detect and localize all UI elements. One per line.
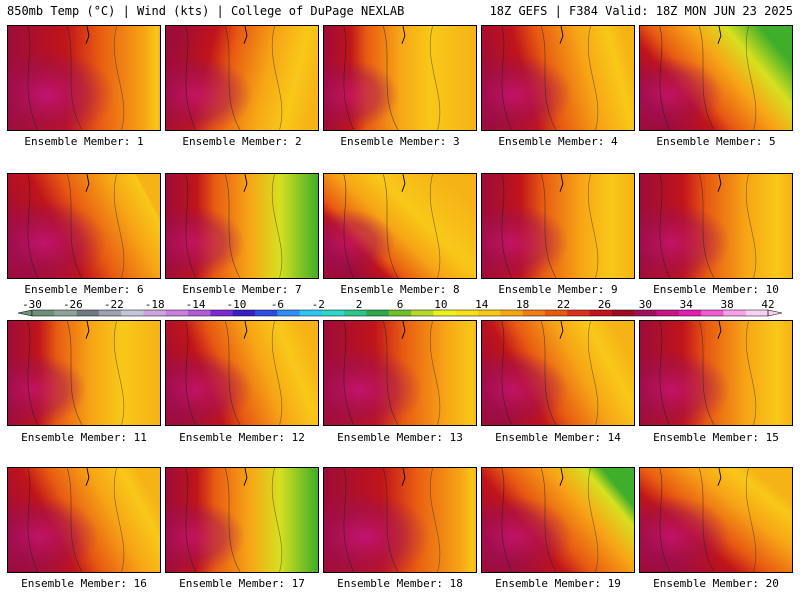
- member-map-panel: [7, 467, 161, 573]
- member-label: Ensemble Member: 10: [653, 283, 779, 296]
- colorbar-tick-label: -22: [104, 300, 124, 311]
- colorbar-swatch: [277, 310, 301, 316]
- member-label: Ensemble Member: 16: [21, 577, 147, 590]
- colorbar-tick-label: -30: [22, 300, 42, 311]
- colorbar-tick-label: -2: [312, 300, 325, 311]
- colorbar-swatch: [366, 310, 390, 316]
- colorbar-swatch: [522, 310, 546, 316]
- colorbar-tick-label: -10: [227, 300, 247, 311]
- member-map-panel: [639, 320, 793, 426]
- colorbar-tick-label: 30: [639, 300, 652, 311]
- colorbar-tick-label: 34: [680, 300, 694, 311]
- member-label: Ensemble Member: 12: [179, 431, 305, 444]
- colorbar-swatch: [54, 310, 78, 316]
- colorbar-swatch: [299, 310, 323, 316]
- colorbar-swatch: [634, 310, 657, 316]
- colorbar-swatch: [544, 310, 568, 316]
- colorbar-swatch: [232, 310, 256, 316]
- colorbar-swatch: [344, 310, 367, 316]
- colorbar-swatch: [589, 310, 613, 316]
- colorbar-swatch: [388, 310, 412, 316]
- colorbar-swatch: [165, 310, 189, 316]
- member-label: Ensemble Member: 9: [498, 283, 618, 296]
- member-label: Ensemble Member: 13: [337, 431, 463, 444]
- colorbar-tick-label: 42: [761, 300, 774, 311]
- member-map-panel: [323, 467, 477, 573]
- member-label: Ensemble Member: 20: [653, 577, 779, 590]
- member-map-panel: [323, 25, 477, 131]
- temperature-colorbar: -30 -26 -22 -18 -14 -10 -6 -2 2 6 10 14 18 22 26 30 34 38…: [17, 300, 783, 317]
- member-map-panel: [481, 320, 635, 426]
- colorbar-swatch: [32, 310, 55, 316]
- member-label: Ensemble Member: 17: [179, 577, 305, 590]
- member-label: Ensemble Member: 1: [24, 135, 144, 148]
- member-map-panel: [7, 320, 161, 426]
- member-label: Ensemble Member: 4: [498, 135, 618, 148]
- member-label: Ensemble Member: 18: [337, 577, 463, 590]
- member-map-panel: [165, 320, 319, 426]
- member-map-panel: [165, 25, 319, 131]
- colorbar-swatch: [143, 310, 167, 316]
- colorbar-tick-label: 6: [397, 300, 404, 311]
- member-label: Ensemble Member: 14: [495, 431, 621, 444]
- member-map-panel: [481, 25, 635, 131]
- colorbar-tick-label: 18: [516, 300, 529, 311]
- member-label: Ensemble Member: 19: [495, 577, 621, 590]
- member-map-panel: [481, 467, 635, 573]
- member-label: Ensemble Member: 5: [656, 135, 776, 148]
- member-map-panel: [165, 467, 319, 573]
- member-map-panel: [639, 467, 793, 573]
- colorbar-tick-label: -6: [271, 300, 284, 311]
- member-label: Ensemble Member: 6: [24, 283, 144, 296]
- colorbar-swatch: [500, 310, 524, 316]
- colorbar-swatch: [121, 310, 144, 316]
- member-map-panel: [165, 173, 319, 279]
- member-map-panel: [323, 173, 477, 279]
- member-label: Ensemble Member: 7: [182, 283, 302, 296]
- model-run-info: 18Z GEFS | F384 Valid: 18Z MON JUN 23 20…: [489, 4, 793, 18]
- colorbar-tick-label: -26: [63, 300, 83, 311]
- colorbar-swatch: [656, 310, 680, 316]
- colorbar-swatch: [701, 310, 724, 316]
- colorbar-swatch: [76, 310, 100, 316]
- member-map-panel: [7, 173, 161, 279]
- colorbar-tick-label: 2: [356, 300, 363, 311]
- colorbar-swatch: [567, 310, 590, 316]
- colorbar-swatch: [678, 310, 702, 316]
- colorbar-tick-label: -14: [186, 300, 206, 311]
- colorbar-swatch: [321, 310, 345, 316]
- member-label: Ensemble Member: 8: [340, 283, 460, 296]
- colorbar-swatch: [411, 310, 434, 316]
- member-map-panel: [7, 25, 161, 131]
- colorbar-tick-label: 38: [720, 300, 733, 311]
- member-map-panel: [639, 173, 793, 279]
- member-map-panel: [481, 173, 635, 279]
- colorbar-tick-label: 22: [557, 300, 570, 311]
- colorbar-swatch: [255, 310, 278, 316]
- member-map-panel: [639, 25, 793, 131]
- colorbar-swatch: [98, 310, 122, 316]
- member-label: Ensemble Member: 2: [182, 135, 302, 148]
- colorbar-tick-label: 14: [475, 300, 489, 311]
- colorbar-tick-label: 26: [598, 300, 611, 311]
- member-label: Ensemble Member: 15: [653, 431, 779, 444]
- colorbar-swatch: [210, 310, 234, 316]
- map-title: 850mb Temp (°C) | Wind (kts) | College o…: [7, 4, 405, 18]
- member-label: Ensemble Member: 3: [340, 135, 460, 148]
- colorbar-swatch: [745, 310, 769, 316]
- colorbar-swatch: [455, 310, 479, 316]
- colorbar-swatch: [433, 310, 457, 316]
- colorbar-swatch: [723, 310, 747, 316]
- colorbar-tick-label: 10: [434, 300, 447, 311]
- colorbar-swatch: [611, 310, 635, 316]
- member-map-panel: [323, 320, 477, 426]
- colorbar-swatch: [478, 310, 501, 316]
- member-label: Ensemble Member: 11: [21, 431, 147, 444]
- colorbar-swatch: [188, 310, 211, 316]
- colorbar-tick-label: -18: [145, 300, 165, 311]
